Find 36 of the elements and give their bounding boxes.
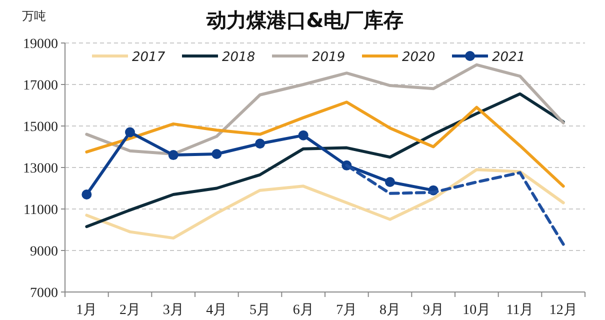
x-tick-label: 1月: [76, 303, 98, 318]
x-tick-label: 3月: [162, 303, 184, 318]
line-series: [85, 92, 565, 228]
point: [125, 127, 135, 138]
x-tick-label: 9月: [422, 303, 444, 318]
x-tick-label: 10月: [462, 303, 491, 318]
y-tick-label: 7000: [30, 286, 58, 301]
x-tick-label: 12月: [549, 303, 578, 318]
legend-label: 2018: [222, 50, 256, 65]
legend-label: 2017: [132, 50, 166, 65]
x-tick-label: 6月: [292, 303, 314, 318]
y-tick-label: 11000: [24, 203, 58, 218]
y-tick-label: 9000: [30, 244, 58, 260]
line-series: [85, 168, 565, 240]
y-tick-label: 19000: [23, 37, 58, 52]
point: [255, 138, 265, 149]
chart-title: 动力煤港口&电厂库存: [205, 8, 404, 32]
x-tick-label: 5月: [250, 303, 270, 318]
line-series: [85, 100, 565, 188]
x-tick-label: 8月: [380, 303, 400, 318]
point: [212, 149, 222, 160]
y-tick-label: 15000: [23, 120, 58, 135]
y-axis-title: 万吨: [22, 9, 46, 23]
x-tick-label: 4月: [206, 303, 228, 318]
y-tick-label: 17000: [23, 78, 58, 94]
x-tick-label: 2月: [120, 303, 140, 318]
legend-label: 2019: [312, 50, 346, 65]
point: [385, 177, 395, 188]
x-tick-label: 11月: [506, 303, 534, 318]
point: [298, 130, 308, 140]
legend-label: 2021: [492, 50, 526, 65]
y-tick-label: 13000: [23, 162, 58, 176]
point: [168, 150, 178, 160]
legend-label: 2020: [402, 50, 436, 65]
x-tick-label: 7月: [336, 303, 358, 318]
point: [82, 189, 92, 200]
